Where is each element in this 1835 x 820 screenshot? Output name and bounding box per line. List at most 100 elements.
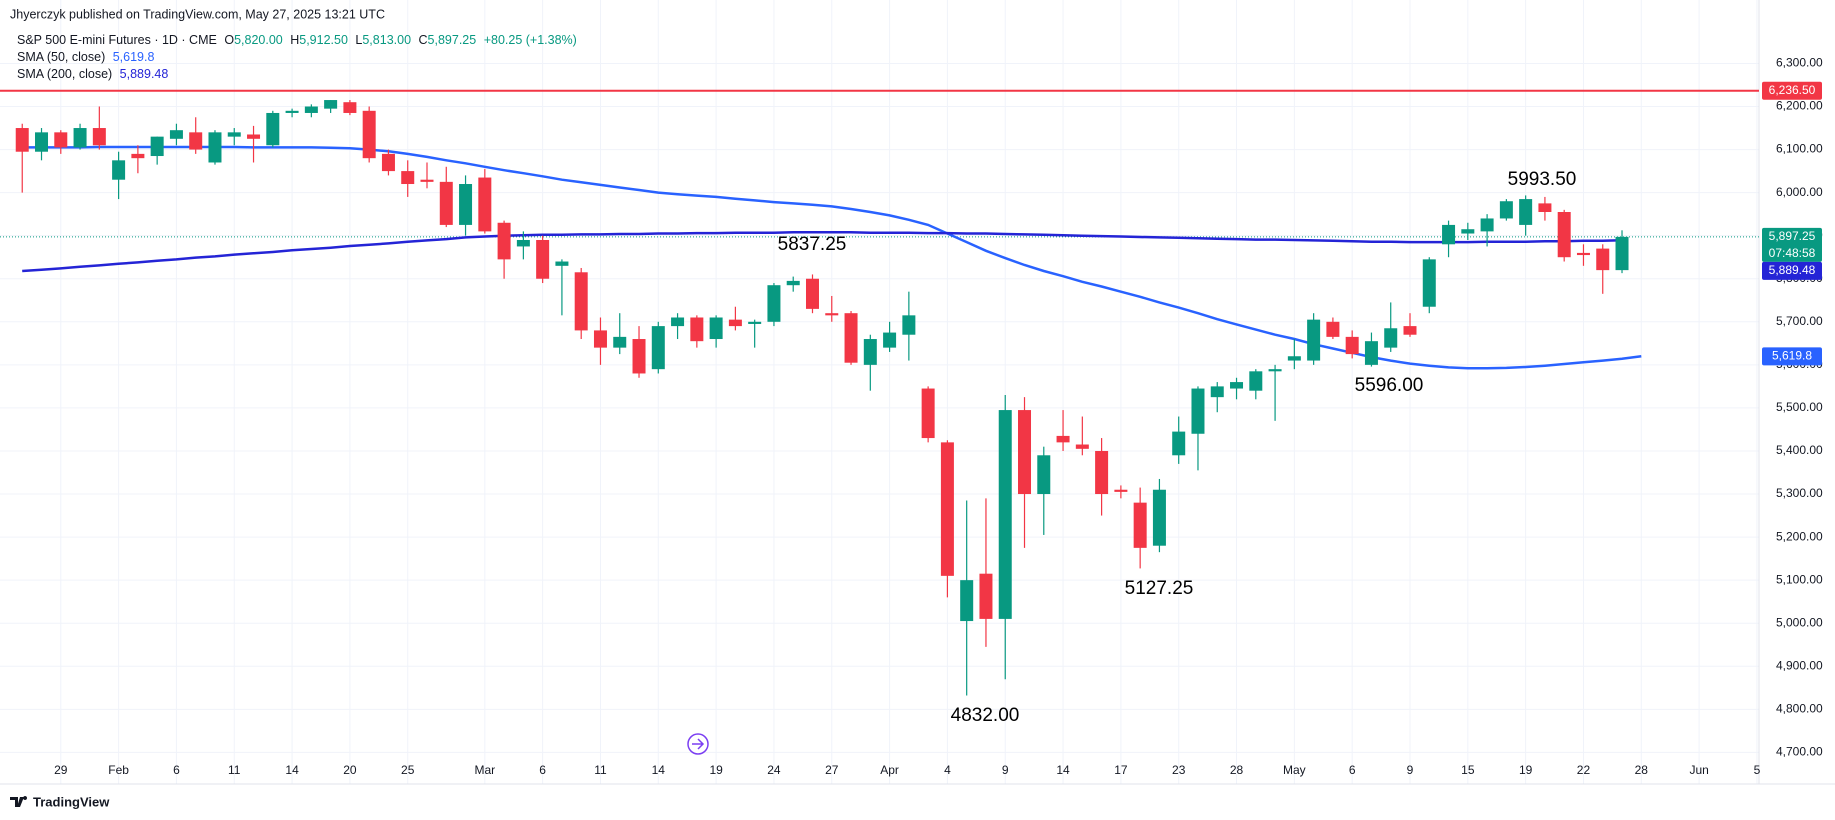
candle-body [516, 239, 530, 247]
x-tick-label: 15 [1461, 763, 1475, 777]
ohlc-value: 5,912.50 [299, 33, 348, 47]
price-tag-label: 5,889.48 [1769, 263, 1816, 277]
candle-body [536, 239, 550, 279]
x-tick-label: 19 [1519, 763, 1533, 777]
candle-body [690, 317, 704, 342]
candle-body [998, 410, 1012, 619]
price-tag-label: 6,236.50 [1769, 83, 1816, 97]
candle-body [632, 339, 646, 374]
x-tick-label: 22 [1577, 763, 1591, 777]
ohlc-value: 5,813.00 [362, 33, 411, 47]
x-tick-label: 6 [1349, 763, 1356, 777]
candle-body [1519, 199, 1533, 225]
candle-body [304, 106, 318, 113]
x-tick-label: 11 [594, 763, 607, 777]
candle-body [574, 272, 588, 331]
candle-body [35, 132, 49, 152]
candle-body [1268, 369, 1282, 372]
x-tick-label: 6 [173, 763, 180, 777]
candle-body [381, 153, 395, 172]
x-tick-label: 14 [652, 763, 666, 777]
y-tick-label: 6,200.00 [1776, 99, 1823, 113]
y-tick-label: 5,200.00 [1776, 529, 1823, 543]
candle-body [979, 573, 993, 619]
y-tick-label: 4,800.00 [1776, 702, 1823, 716]
change: +80.25 (+1.38%) [484, 33, 577, 47]
candle-body [54, 132, 68, 148]
candle-body [1075, 444, 1089, 449]
candle-body [805, 278, 819, 309]
candle-body [1133, 502, 1147, 548]
candle-body [1191, 388, 1205, 434]
candle-body [1095, 450, 1109, 495]
y-tick-label: 4,700.00 [1776, 745, 1823, 759]
brand: TradingView [10, 794, 110, 809]
x-tick-label: 20 [343, 763, 357, 777]
candle-body [324, 100, 338, 109]
candle-body [902, 315, 916, 335]
candle-body [825, 313, 839, 316]
candle-body [73, 128, 87, 148]
x-tick-label: 28 [1230, 763, 1244, 777]
ohlc-key: C [419, 33, 428, 47]
annotation: 4832.00 [951, 705, 1020, 726]
candle-body [1210, 386, 1224, 398]
candle-body [1499, 201, 1513, 219]
candle-body [1576, 252, 1590, 256]
candle-body [362, 110, 376, 159]
brand-name: TradingView [33, 794, 110, 809]
candle-body [1384, 328, 1398, 348]
candle-body [1287, 356, 1301, 361]
x-tick-label: May [1283, 763, 1306, 777]
x-tick-label: Jun [1689, 763, 1708, 777]
candle-body [786, 280, 800, 286]
candle-body [1615, 236, 1629, 271]
candle-body [227, 132, 241, 137]
byline: Jhyerczyk published on TradingView.com, … [10, 7, 385, 21]
annotation: 5993.50 [1508, 169, 1577, 190]
x-tick-label: Mar [474, 763, 495, 777]
legend-sma: SMA (200, close) 5,889.48 [17, 67, 168, 81]
candle-body [439, 181, 453, 225]
sma-value: 5,889.48 [120, 67, 169, 81]
candle-body [767, 285, 781, 322]
x-tick-label: 6 [539, 763, 546, 777]
x-tick-label: 27 [825, 763, 839, 777]
candle-body [208, 132, 222, 163]
candle-body [1152, 489, 1166, 546]
sma-value: 5,619.8 [113, 50, 155, 64]
candle-body [1172, 431, 1186, 456]
candle-body [131, 153, 145, 159]
legend-sma: SMA (50, close) 5,619.8 [17, 50, 154, 64]
candle-body [459, 184, 473, 225]
candle-body [285, 110, 299, 113]
replay-icon[interactable] [687, 733, 709, 755]
candle-body [1345, 336, 1359, 355]
x-tick-label: Apr [880, 763, 899, 777]
annotation: 5127.25 [1125, 578, 1194, 599]
candle-body [1557, 212, 1571, 258]
y-tick-label: 5,700.00 [1776, 314, 1823, 328]
candle-body [921, 388, 935, 439]
countdown-label: 07:48:58 [1769, 246, 1816, 260]
candle-body [112, 160, 126, 180]
candle-body [1538, 203, 1552, 212]
candle-body [420, 179, 434, 182]
candle-body [555, 261, 569, 266]
y-tick-label: 6,000.00 [1776, 185, 1823, 199]
candle-body [150, 136, 164, 157]
sma-line [22, 230, 1623, 273]
price-tag-label: 5,897.25 [1769, 229, 1816, 243]
x-tick-label: 23 [1172, 763, 1186, 777]
candle-body [844, 313, 858, 363]
annotation: 5837.25 [778, 234, 847, 255]
candle-body [1442, 224, 1456, 245]
candle-body [15, 128, 29, 152]
ohlc-key: L [355, 33, 362, 47]
x-tick-label: 29 [54, 763, 68, 777]
candle-body [863, 339, 877, 365]
annotation: 5596.00 [1355, 375, 1424, 396]
x-tick-label: 28 [1635, 763, 1649, 777]
